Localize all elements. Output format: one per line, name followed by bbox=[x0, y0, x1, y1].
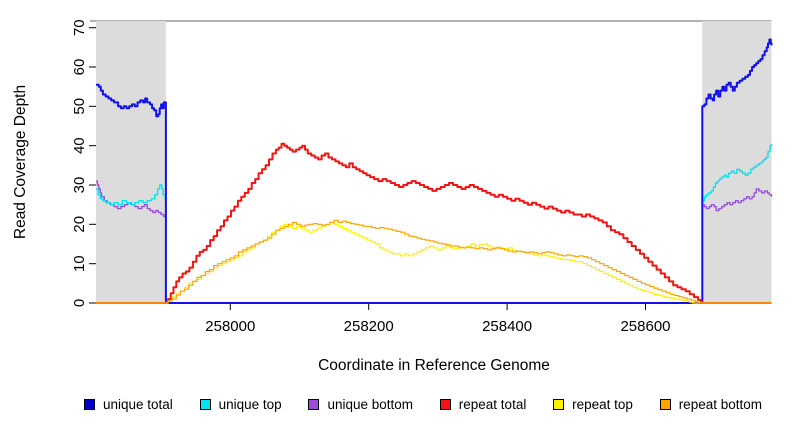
repeat-top-swatch-icon bbox=[553, 399, 565, 410]
x-axis-tick-label: 258400 bbox=[482, 318, 532, 335]
legend-label: unique top bbox=[218, 397, 282, 412]
series-unique-bottom bbox=[96, 180, 773, 304]
x-axis-tick-label: 258200 bbox=[344, 318, 394, 335]
series-unique-total bbox=[96, 38, 773, 304]
legend-label: repeat total bbox=[458, 397, 527, 412]
legend-item-repeat-top: repeat top bbox=[553, 397, 633, 412]
x-axis-tick-label: 258600 bbox=[620, 318, 670, 335]
series-repeat-top bbox=[96, 221, 772, 304]
unique-top-swatch-icon bbox=[199, 399, 211, 410]
legend-item-unique-bottom: unique bottom bbox=[308, 397, 413, 412]
y-axis-tick-label: 60 bbox=[71, 59, 88, 76]
series-repeat-total bbox=[96, 142, 772, 304]
y-axis-label: Read Coverage Depth bbox=[12, 84, 29, 240]
masked-region bbox=[96, 21, 166, 303]
y-axis-tick-label: 10 bbox=[71, 255, 88, 272]
legend: unique total unique top unique bottom re… bbox=[84, 397, 762, 412]
y-axis-tick-label: 0 bbox=[71, 299, 88, 307]
y-axis-tick-label: 20 bbox=[71, 216, 88, 233]
y-axis-tick-label: 30 bbox=[71, 177, 88, 194]
legend-label: repeat top bbox=[572, 397, 633, 412]
series-repeat-bottom bbox=[96, 219, 772, 304]
y-axis-tick-label: 40 bbox=[71, 137, 88, 154]
legend-item-repeat-total: repeat total bbox=[439, 397, 527, 412]
series-unique-top bbox=[96, 143, 773, 304]
x-axis-label: Coordinate in Reference Genome bbox=[318, 357, 550, 374]
y-axis-tick-label: 50 bbox=[71, 98, 88, 115]
legend-label: unique bottom bbox=[327, 397, 413, 412]
y-axis-tick-label: 70 bbox=[71, 19, 88, 36]
unique-bottom-swatch-icon bbox=[308, 399, 320, 410]
legend-label: unique total bbox=[103, 397, 173, 412]
repeat-bottom-swatch-icon bbox=[659, 399, 671, 410]
masked-region bbox=[702, 21, 772, 303]
x-axis-tick-label: 258000 bbox=[205, 318, 255, 335]
legend-item-repeat-bottom: repeat bottom bbox=[659, 397, 762, 412]
legend-item-unique-top: unique top bbox=[199, 397, 282, 412]
repeat-total-swatch-icon bbox=[439, 399, 451, 410]
legend-item-unique-total: unique total bbox=[84, 397, 173, 412]
legend-label: repeat bottom bbox=[678, 397, 762, 412]
coverage-plot: 258000 258200 258400 258600 0 10 20 30 40 50 60 70 bbox=[71, 19, 773, 335]
unique-total-swatch-icon bbox=[84, 399, 95, 410]
